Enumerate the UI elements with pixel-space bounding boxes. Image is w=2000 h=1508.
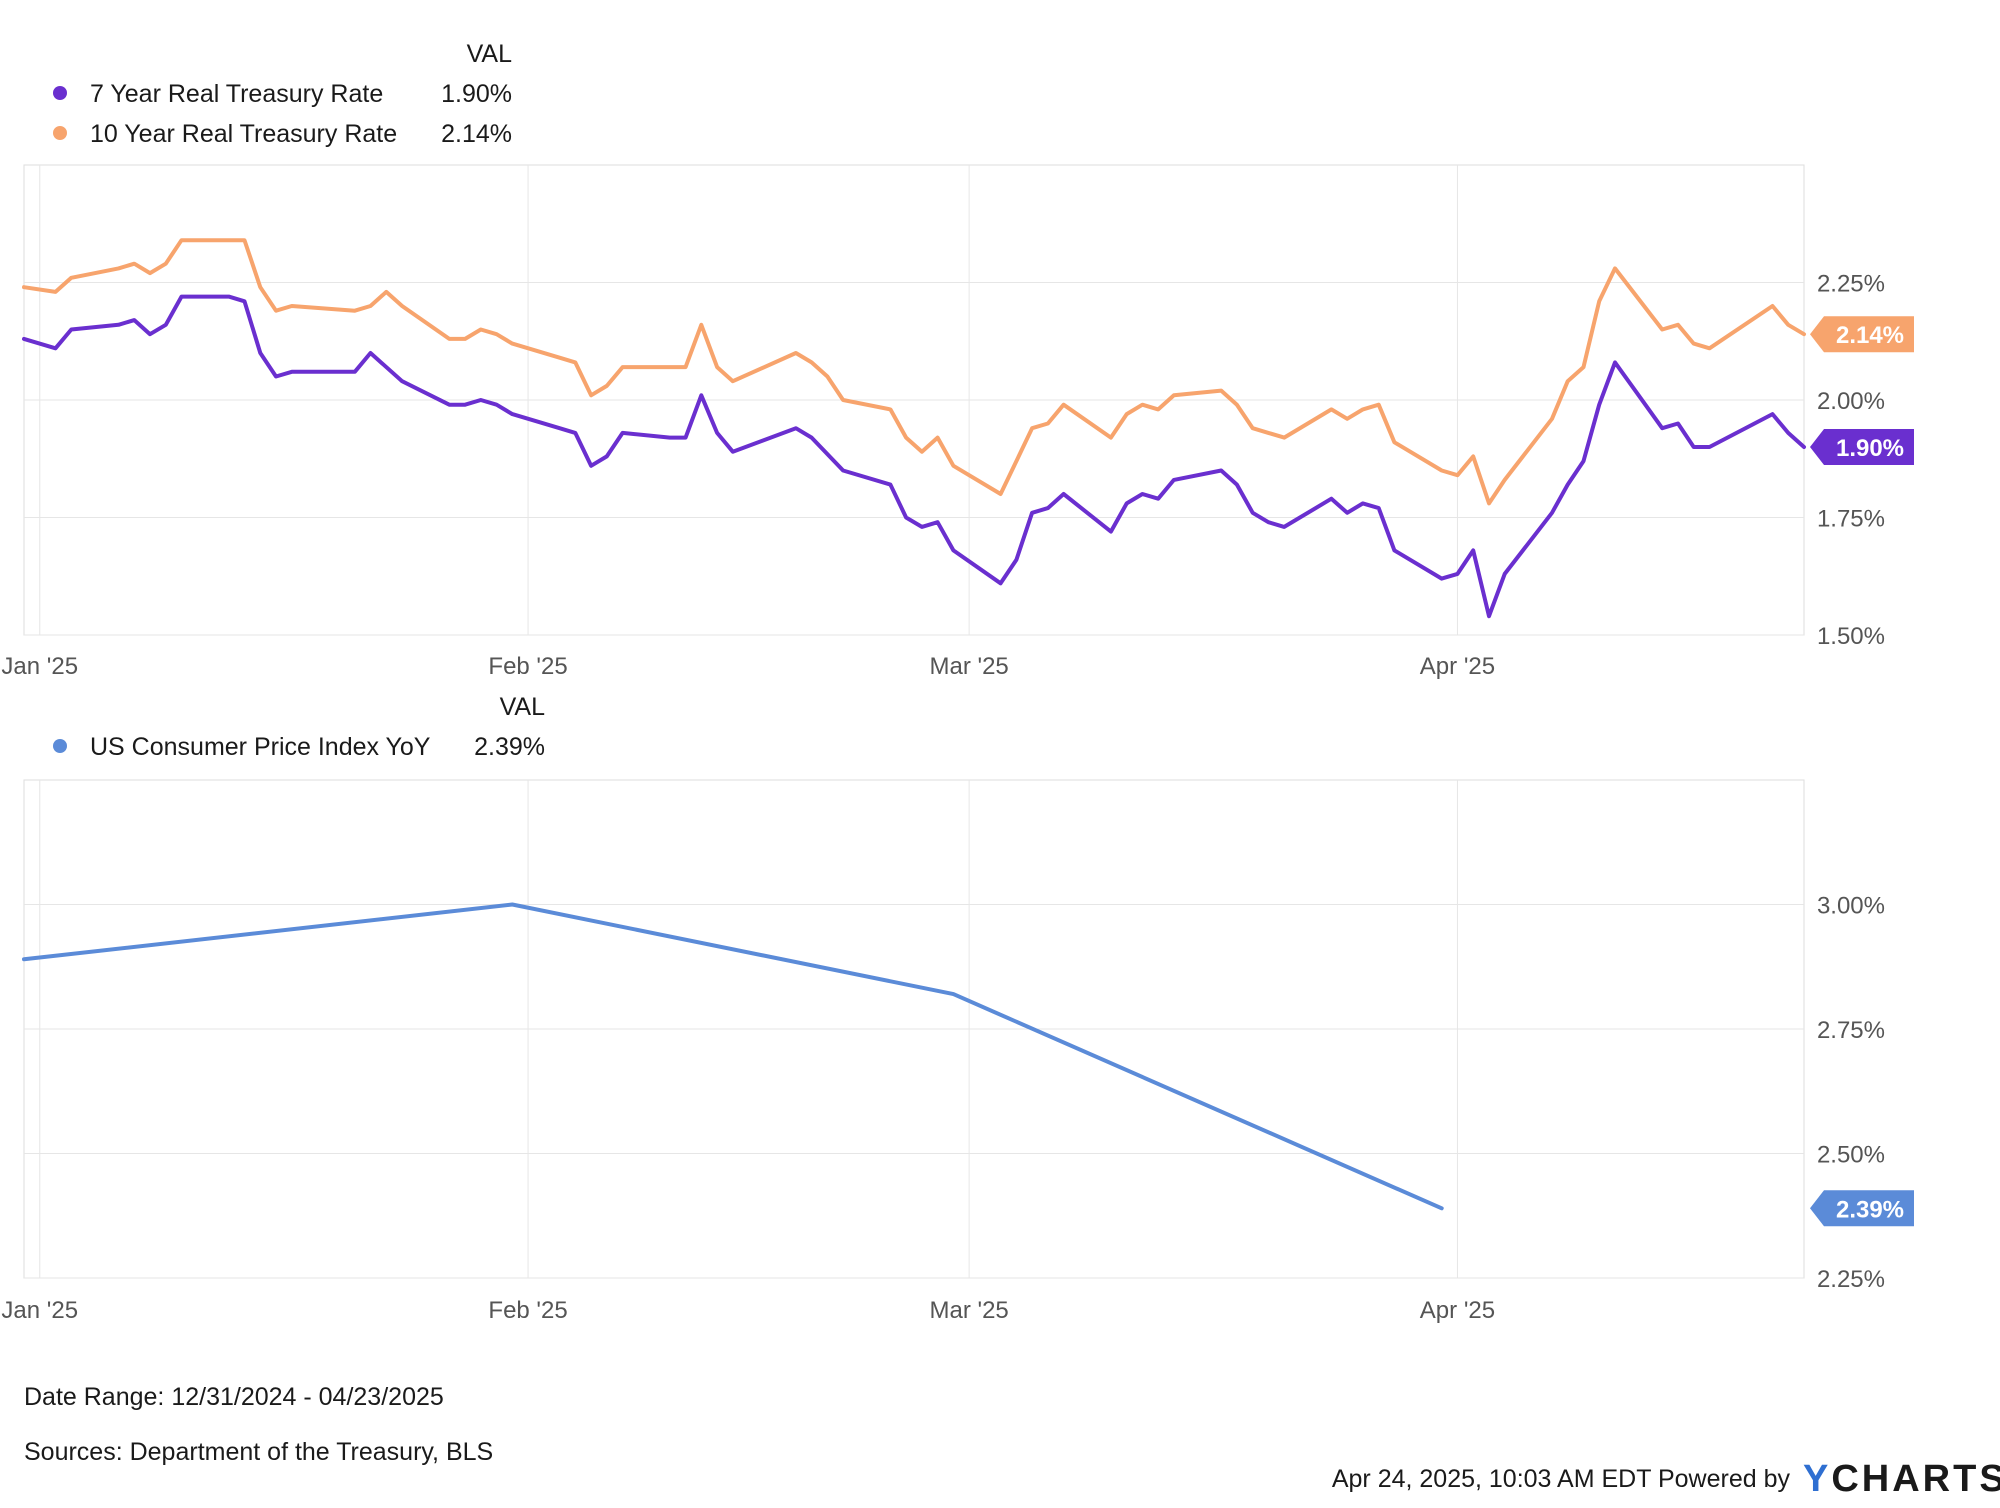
legend-value-10yr: 2.14% [441,120,512,148]
legend-name-10yr[interactable]: 10 Year Real Treasury Rate [90,120,397,148]
x-tick-label: Feb '25 [488,1297,567,1324]
x-tick-label: Mar '25 [929,1297,1008,1324]
legend-dot-cpi [53,739,67,753]
last-value-tag-0 [1810,429,1914,465]
logo-y: Y [1803,1458,1831,1500]
last-value-tags-cpi: 2.39% [1810,1190,1914,1227]
y-tick-label: 2.25% [1817,271,1885,298]
x-tick-label: Jan '25 [1,653,78,680]
x-tick-label: Feb '25 [488,653,567,680]
grid-lines [24,165,1804,636]
logo-rest: CHARTS [1831,1458,2000,1500]
legend-dot-10yr [53,126,67,140]
legend-dot-7yr [53,86,67,100]
bottom-legend: VAL US Consumer Price Index YoY 2.39% [53,693,545,761]
legend-value-header: VAL [467,40,512,68]
y-tick-label: 1.75% [1817,506,1885,533]
last-value-label-1: 2.14% [1836,322,1904,349]
last-value-label-0: 2.39% [1836,1196,1904,1223]
y-tick-label: 2.25% [1817,1266,1885,1293]
ycharts-logo[interactable]: YCHARTS [1803,1458,2000,1500]
timestamp: Apr 24, 2025, 10:03 AM EDT Powered by [1332,1465,1791,1493]
y-tick-label: 1.50% [1817,623,1885,650]
grid-lines-cpi [24,780,1804,1279]
y-axis-ticks: 1.50% 1.75% 2.00% 2.25% [1817,271,1885,651]
last-value-tags: 1.90% 2.14% [1810,316,1914,465]
last-value-label-0: 1.90% [1836,435,1904,462]
x-tick-label: Mar '25 [929,653,1008,680]
x-tick-label: Apr '25 [1420,1297,1495,1324]
sources: Sources: Department of the Treasury, BLS [24,1438,493,1466]
x-axis-ticks: Jan '25 Feb '25 Mar '25 Apr '25 [1,653,1495,680]
last-value-tag-0 [1810,1190,1914,1227]
legend-value-cpi: 2.39% [474,733,545,761]
series-lines-cpi [22,902,1444,1211]
legend-value-header-cpi: VAL [500,693,545,721]
x-tick-label: Jan '25 [1,1297,78,1324]
y-tick-label: 2.75% [1817,1017,1885,1044]
real-treasury-chart: 1.50% 1.75% 2.00% 2.25% Jan '25 Feb '25 Mar '… [1,164,1914,680]
x-tick-label: Apr '25 [1420,653,1495,680]
last-value-tag-1 [1810,316,1914,353]
series-lines [22,238,1806,619]
date-range: Date Range: 12/31/2024 - 04/23/2025 [24,1383,444,1411]
x-axis-ticks-cpi: Jan '25 Feb '25 Mar '25 Apr '25 [1,1297,1495,1324]
footer: Date Range: 12/31/2024 - 04/23/2025 Sour… [24,1383,2000,1500]
legend-name-cpi[interactable]: US Consumer Price Index YoY [90,733,431,761]
cpi-chart: 2.25% 2.50% 2.75% 3.00% Jan '25 Feb '25 Mar '… [1,779,1914,1324]
series-line-1 [22,238,1806,506]
legend-value-7yr: 1.90% [441,80,512,108]
y-tick-label: 2.00% [1817,388,1885,415]
series-line-0 [22,902,1444,1211]
y-axis-ticks-cpi: 2.25% 2.50% 2.75% 3.00% [1817,893,1885,1294]
y-tick-label: 3.00% [1817,893,1885,920]
y-tick-label: 2.50% [1817,1142,1885,1169]
top-legend: VAL 7 Year Real Treasury Rate 1.90% 10 Y… [53,40,512,148]
legend-name-7yr[interactable]: 7 Year Real Treasury Rate [90,80,383,108]
series-line-0 [22,294,1806,619]
